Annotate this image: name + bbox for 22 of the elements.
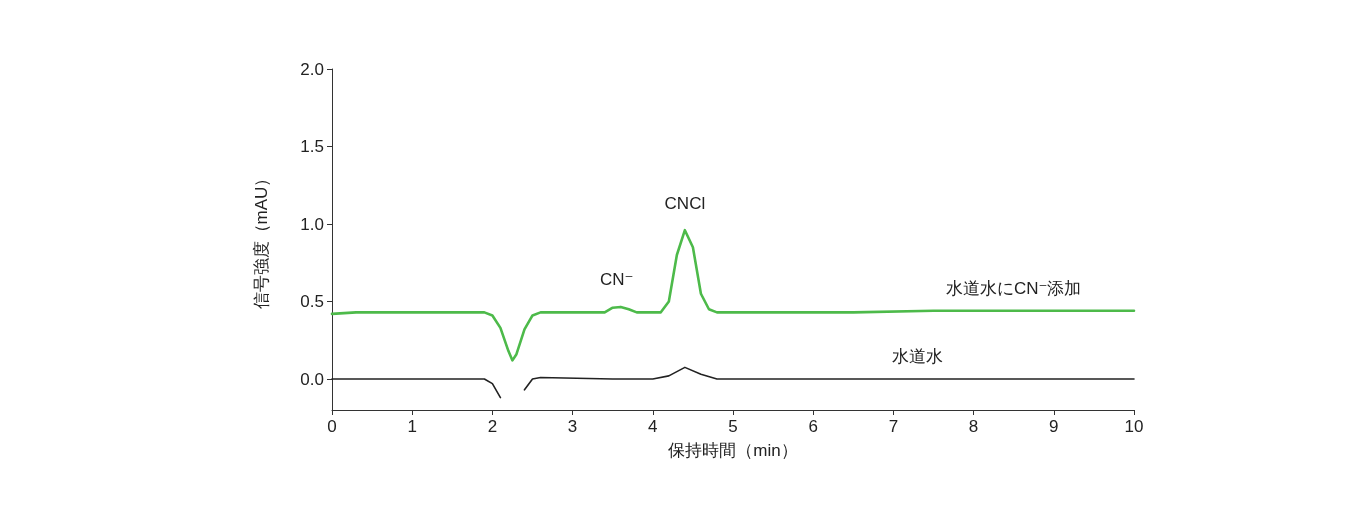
y-tick-label: 2.0 <box>300 59 324 79</box>
annotation: CNCl <box>664 194 706 214</box>
x-tick-label: 8 <box>968 417 979 436</box>
y-axis-title: 信号強度（mAU） <box>252 169 271 310</box>
series-label: 水道水にCN⁻添加 <box>945 278 1082 298</box>
x-tick-label: 10 <box>1124 417 1144 436</box>
annotation: CN⁻ <box>599 270 634 290</box>
x-axis-title: 保持時間（min） <box>668 441 798 460</box>
y-tick-label: 0.5 <box>300 292 324 311</box>
x-tick-label: 4 <box>648 417 658 436</box>
y-tick-label: 0.0 <box>300 369 324 389</box>
x-tick-label: 2 <box>487 417 498 436</box>
x-tick-label: 3 <box>567 417 578 436</box>
x-tick-label: 0 <box>327 417 337 436</box>
x-tick-label: 6 <box>808 417 818 436</box>
series-label: 水道水 <box>891 347 943 366</box>
x-tick-label: 7 <box>888 417 899 436</box>
x-tick-label: 9 <box>1049 417 1059 436</box>
x-tick-label: 1 <box>407 417 417 436</box>
y-tick-label: 1.0 <box>300 214 324 234</box>
x-tick-label: 5 <box>728 417 738 436</box>
y-tick-label: 1.5 <box>300 137 324 156</box>
